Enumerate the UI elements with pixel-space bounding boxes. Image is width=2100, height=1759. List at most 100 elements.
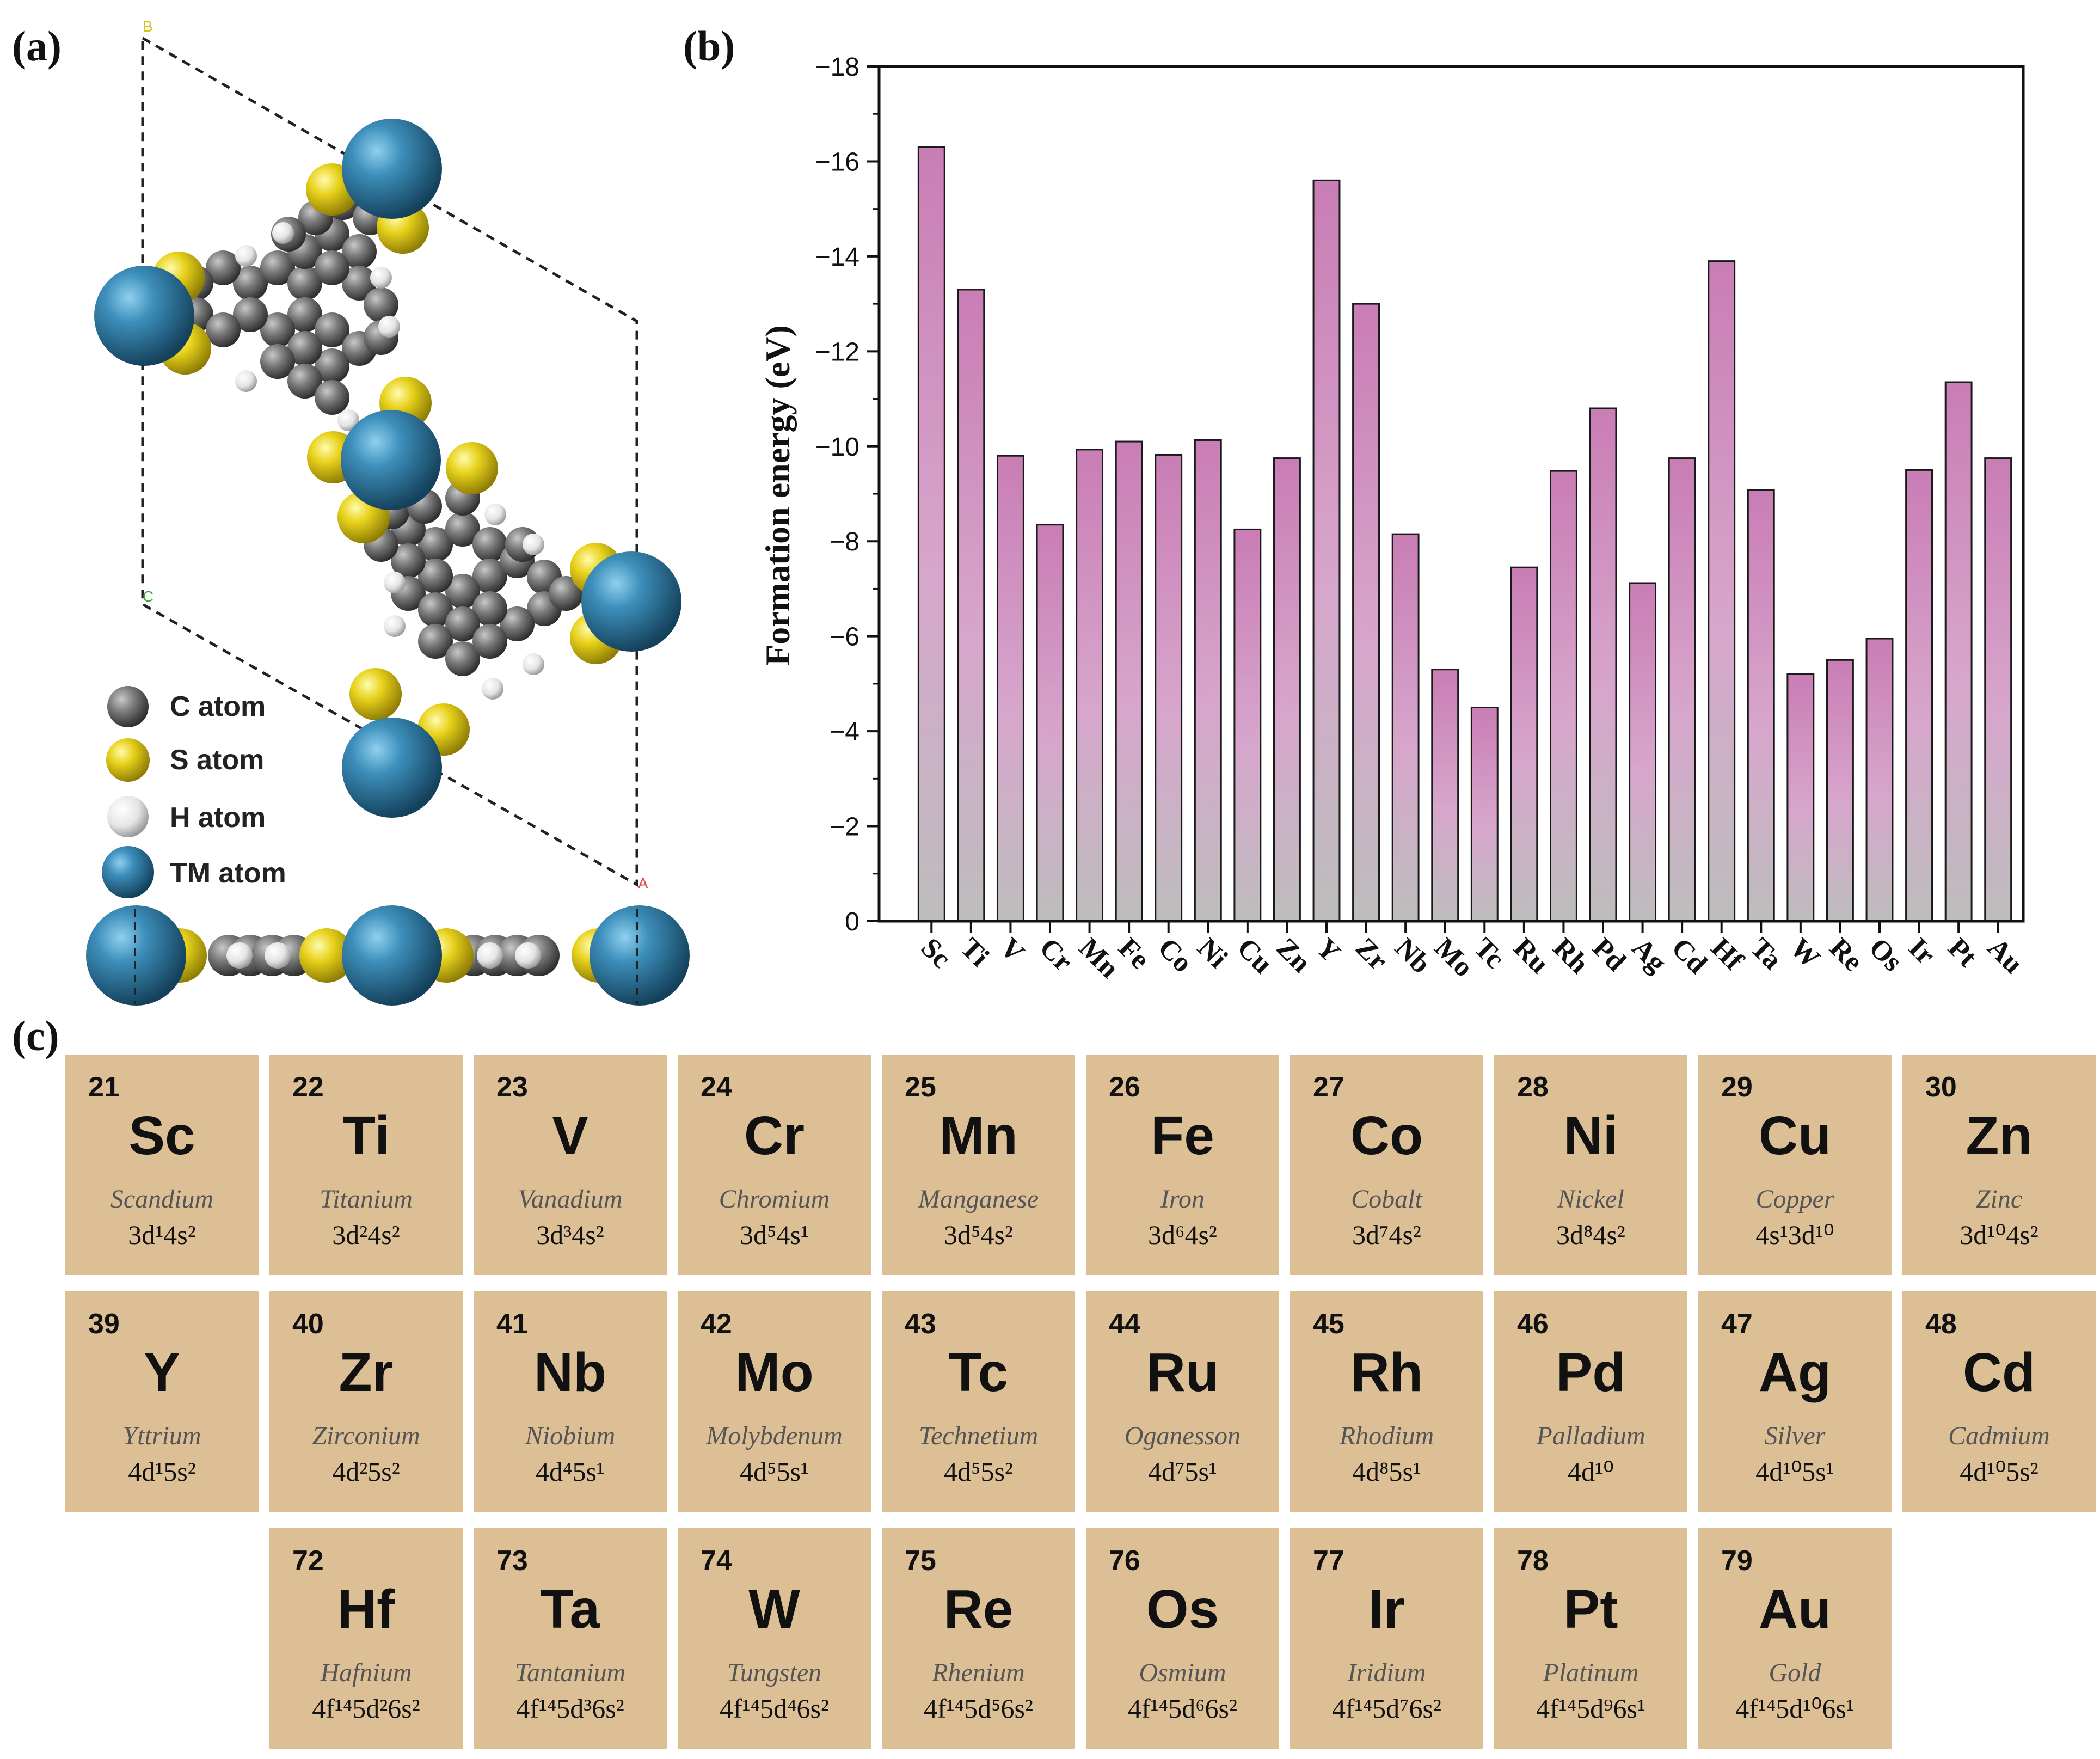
element-name: Osmium — [1139, 1658, 1226, 1687]
panel-label-b: (b) — [683, 22, 735, 70]
element-name: Hafnium — [320, 1658, 412, 1687]
legend-s-sphere — [106, 738, 150, 782]
bar-re — [1826, 659, 1854, 922]
element-name: Oganesson — [1124, 1421, 1241, 1450]
electron-configuration: 4f¹⁴5d⁵6s² — [924, 1693, 1033, 1724]
y-tick-label: −16 — [815, 148, 859, 176]
x-tick-label: Cd — [1666, 932, 1713, 979]
carbon-atom — [418, 559, 453, 593]
x-tick-label: Ti — [954, 932, 994, 972]
carbon-atom — [287, 364, 322, 399]
element-tile-co: 27 Co Cobalt 3d⁷4s² — [1290, 1055, 1483, 1275]
bar-y — [1312, 179, 1341, 922]
atomic-number: 26 — [1109, 1071, 1140, 1103]
side-hydrogen-atom — [226, 942, 253, 969]
side-tm-atom — [342, 905, 442, 1006]
atomic-number: 42 — [701, 1308, 732, 1340]
hydrogen-atom — [523, 653, 544, 675]
hydrogen-atom — [370, 267, 392, 289]
atomic-number: 40 — [292, 1308, 324, 1340]
element-symbol: Os — [1146, 1579, 1219, 1640]
hydrogen-atom — [484, 504, 506, 525]
chart-y-axis-label: Formation energy (eV) — [758, 325, 797, 666]
hydrogen-atom — [337, 409, 359, 431]
electron-configuration: 4f¹⁴5d⁷6s² — [1332, 1693, 1441, 1724]
carbon-atom — [315, 312, 349, 347]
carbon-atom — [418, 592, 453, 627]
element-symbol: Mn — [939, 1105, 1018, 1166]
electron-configuration: 3d⁸4s² — [1556, 1219, 1625, 1250]
carbon-atom — [445, 574, 480, 609]
element-symbol: Ru — [1146, 1342, 1219, 1403]
element-name: Cobalt — [1351, 1185, 1422, 1213]
element-tile-ti: 22 Ti Titanium 3d²4s² — [269, 1055, 463, 1275]
element-tile-pt: 78 Pt Platinum 4f¹⁴5d⁹6s¹ — [1494, 1528, 1687, 1749]
electron-configuration: 3d⁶4s² — [1148, 1219, 1217, 1250]
element-name: Nickel — [1557, 1185, 1624, 1213]
legend-h-label: H atom — [170, 802, 266, 833]
element-tile-v: 23 V Vanadium 3d³4s² — [474, 1055, 667, 1275]
element-name: Molybdenum — [706, 1421, 843, 1450]
carbon-atom — [206, 312, 241, 347]
element-symbol: Ir — [1368, 1579, 1405, 1640]
x-tick-label: W — [1784, 932, 1826, 974]
bar-fe — [1115, 440, 1143, 922]
tm-atom — [342, 718, 442, 818]
electron-configuration: 4f¹⁴5d⁴6s² — [720, 1693, 829, 1724]
element-name: Rhenium — [932, 1658, 1025, 1687]
molecule-atoms — [94, 119, 681, 818]
atomic-number: 39 — [88, 1308, 120, 1340]
chart-bars — [917, 146, 2012, 922]
bar-pt — [1944, 381, 1973, 922]
element-name: Silver — [1764, 1421, 1826, 1450]
electron-configuration: 4s¹3d¹⁰ — [1755, 1219, 1834, 1250]
tm-atom — [94, 266, 194, 366]
element-tile-cu: 29 Cu Copper 4s¹3d¹⁰ — [1698, 1055, 1892, 1275]
x-tick-label: Sc — [915, 932, 957, 974]
element-tile-au: 79 Au Gold 4f¹⁴5d¹⁰6s¹ — [1698, 1528, 1892, 1749]
element-name: Technetium — [918, 1421, 1039, 1450]
electron-configuration: 4f¹⁴5d¹⁰6s¹ — [1735, 1693, 1855, 1724]
x-tick-label: Y — [1310, 932, 1347, 969]
carbon-atom — [315, 380, 349, 415]
electron-configuration: 3d¹⁰4s² — [1960, 1219, 2038, 1250]
x-tick-label: V — [994, 932, 1030, 969]
bar-nb — [1391, 533, 1420, 922]
atomic-number: 76 — [1109, 1545, 1140, 1577]
atomic-number: 73 — [496, 1545, 528, 1577]
element-name: Copper — [1755, 1185, 1834, 1213]
element-tile-re: 75 Re Rhenium 4f¹⁴5d⁵6s² — [882, 1528, 1075, 1749]
atomic-number: 21 — [88, 1071, 120, 1103]
element-tile-fe: 26 Fe Iron 3d⁶4s² — [1086, 1055, 1279, 1275]
element-symbol: Ti — [342, 1105, 390, 1166]
atomic-number: 79 — [1721, 1545, 1753, 1577]
x-tick-label: Pd — [1587, 932, 1632, 977]
electron-configuration: 4d²5s² — [332, 1456, 400, 1487]
electron-configuration: 4d¹⁰5s² — [1960, 1456, 2038, 1487]
electron-configuration: 4d⁴5s¹ — [536, 1456, 605, 1487]
bar-w — [1786, 673, 1815, 922]
electron-configuration: 3d³4s² — [536, 1219, 604, 1250]
atomic-number: 47 — [1721, 1308, 1753, 1340]
x-tick-label: Nb — [1389, 932, 1436, 979]
x-tick-label: Fe — [1113, 932, 1156, 975]
side-hydrogen-atom — [265, 942, 291, 969]
bar-cu — [1233, 528, 1262, 922]
element-symbol: Sc — [128, 1105, 195, 1166]
element-name: Iridium — [1347, 1658, 1426, 1687]
bar-mn — [1076, 449, 1104, 922]
bar-ag — [1629, 582, 1657, 922]
carbon-atom — [233, 266, 268, 301]
atomic-number: 23 — [496, 1071, 528, 1103]
bar-ir — [1905, 469, 1933, 922]
element-tile-ag: 47 Ag Silver 4d¹⁰5s¹ — [1698, 1291, 1892, 1512]
electron-configuration: 4f¹⁴5d³6s² — [516, 1693, 624, 1724]
side-sulfur-atom — [299, 928, 354, 983]
sulfur-atom — [349, 668, 402, 720]
x-tick-label: Au — [1981, 932, 2029, 979]
electron-configuration: 4d⁸5s¹ — [1352, 1456, 1421, 1487]
y-tick-label: −14 — [815, 243, 859, 272]
carbon-atom — [549, 576, 584, 611]
element-symbol: Zr — [339, 1342, 394, 1403]
